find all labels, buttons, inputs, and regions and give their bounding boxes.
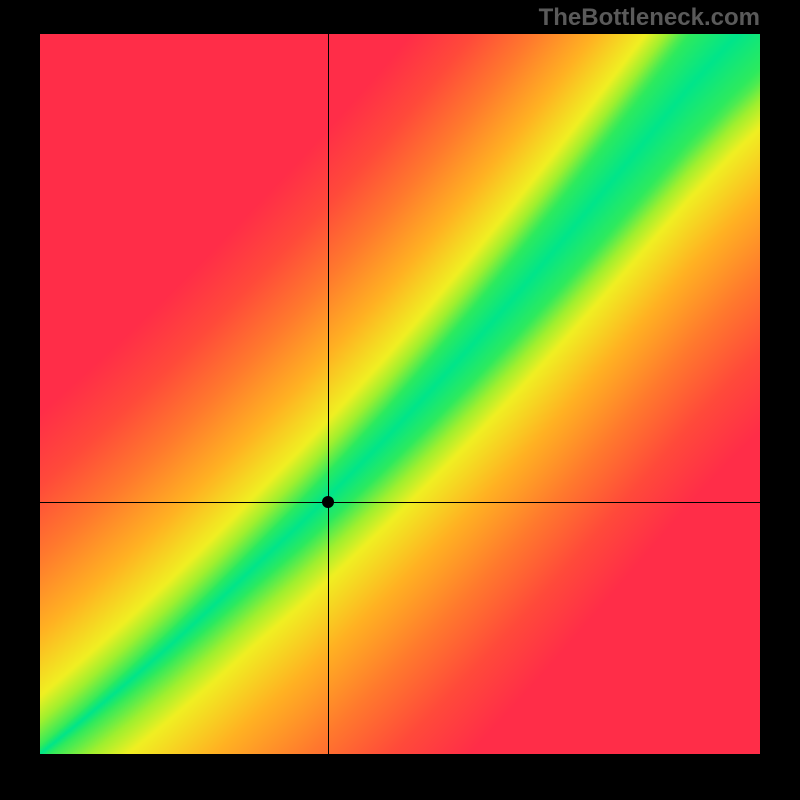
chart-container: TheBottleneck.com [0,0,800,800]
watermark-text: TheBottleneck.com [539,4,760,32]
crosshair-marker [322,496,334,508]
crosshair-vertical [328,34,329,754]
crosshair-horizontal [40,502,760,503]
heatmap-canvas [40,34,760,754]
plot-area [40,34,760,754]
